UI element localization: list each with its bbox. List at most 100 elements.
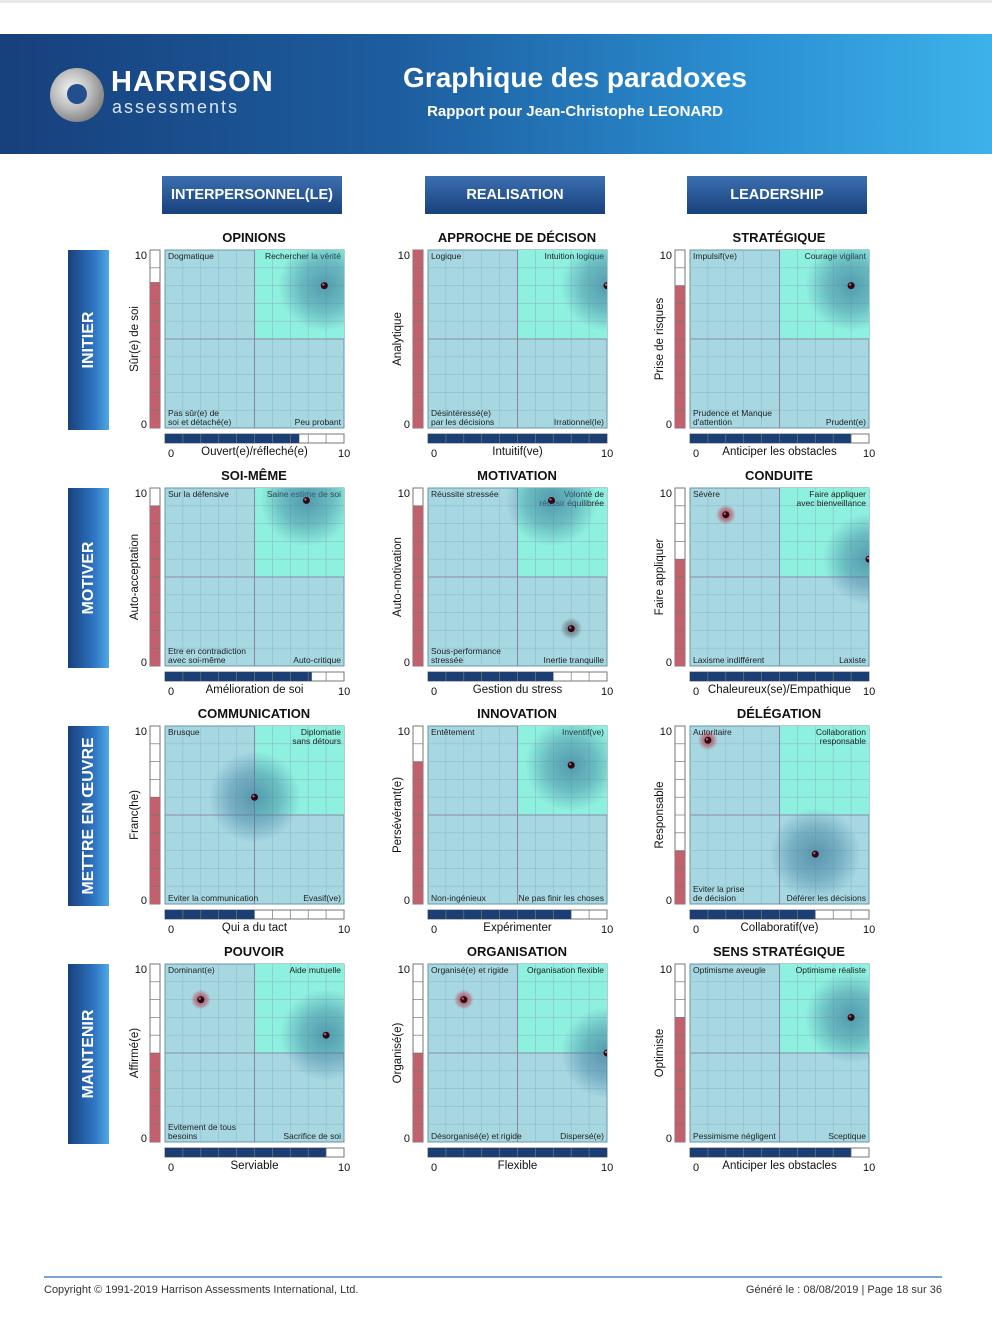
x-tick-label: 0 xyxy=(431,448,437,460)
x-tick-label: 0 xyxy=(693,448,699,460)
score-point xyxy=(460,996,468,1004)
points-layer xyxy=(208,751,301,844)
score-glow xyxy=(805,971,869,1064)
paradox-chart: APPROCHE DE DÉCISON 10 0 Analytique Logique I… xyxy=(392,230,613,460)
corner-label-bottom-left: Evitement de tous xyxy=(168,1122,236,1132)
x-axis-label: Expérimenter xyxy=(483,922,552,934)
x-tick-label: 10 xyxy=(338,1162,350,1174)
corner-label-bottom-right: Evasif(ve) xyxy=(303,893,341,903)
y-tick-label: 10 xyxy=(135,250,147,262)
chart-title: SOI-MÊME xyxy=(221,468,287,483)
x-tick-label: 10 xyxy=(338,686,350,698)
score-point xyxy=(811,850,819,858)
score-point xyxy=(603,282,607,290)
score-glow xyxy=(823,513,869,606)
x-tick-label: 10 xyxy=(601,924,613,936)
y-tick-label: 0 xyxy=(141,419,147,431)
y-axis-label: Optimiste xyxy=(654,1029,666,1078)
x-tick-label: 0 xyxy=(431,686,437,698)
x-score-fill xyxy=(690,1148,852,1157)
x-axis-label: Anticiper les obstacles xyxy=(722,1160,837,1172)
score-point-highlight xyxy=(198,997,201,1000)
points-layer xyxy=(278,250,344,332)
corner-label-bottom-left: Désorganisé(e) et rigide xyxy=(431,1131,522,1141)
corner-label-bottom-left: Pas sûr(e) de xyxy=(168,408,219,418)
x-score-fill xyxy=(690,910,816,919)
y-tick-label: 10 xyxy=(660,250,672,262)
row-header-initier: INITIER xyxy=(68,250,109,430)
score-point-highlight xyxy=(569,762,572,766)
score-point-highlight xyxy=(604,283,607,286)
paradox-chart: SENS STRATÉGIQUE 10 0 Optimiste Optimisme av… xyxy=(654,944,875,1174)
points-layer xyxy=(697,730,862,901)
points-layer xyxy=(260,488,344,547)
corner-label-bottom-left: soi et détaché(e) xyxy=(168,417,231,427)
chart-title: CONDUITE xyxy=(745,468,813,483)
corner-label-top-left: Entêtement xyxy=(431,727,475,737)
score-point-highlight xyxy=(848,1015,852,1018)
corner-label-bottom-left: Non-ingénieux xyxy=(431,893,487,903)
y-tick-label: 0 xyxy=(666,1133,672,1145)
corner-label-top-left: Impulsif(ve) xyxy=(693,251,737,261)
score-point-highlight xyxy=(866,557,869,560)
points-layer xyxy=(715,504,869,606)
score-glow xyxy=(561,250,607,332)
x-axis-label: Flexible xyxy=(498,1160,538,1172)
report-subtitle: Rapport pour Jean-Christophe LEONARD xyxy=(427,103,723,120)
y-tick-label: 10 xyxy=(135,726,147,738)
x-axis-label: Collaboratif(ve) xyxy=(741,922,819,934)
x-tick-label: 10 xyxy=(338,924,350,936)
y-tick-label: 10 xyxy=(660,488,672,500)
x-score-fill xyxy=(428,672,554,681)
corner-label-bottom-right: Ne pas finir les choses xyxy=(518,893,604,903)
paradox-chart: DÉLÉGATION100ResponsableAutoritaireColla… xyxy=(654,706,875,936)
corner-label-bottom-right: Prudent(e) xyxy=(826,417,866,427)
y-tick-label: 10 xyxy=(660,726,672,738)
x-axis-label: Serviable xyxy=(231,1160,279,1172)
score-point xyxy=(197,996,205,1004)
score-point xyxy=(567,761,575,769)
x-score-fill xyxy=(690,434,852,443)
x-score-fill xyxy=(165,434,300,443)
y-axis-label: Auto-acceptation xyxy=(129,534,141,620)
chart-title: OPINIONS xyxy=(222,230,286,245)
corner-label-top-right: Faire appliquer xyxy=(809,489,866,499)
corner-label-top-left: Organisé(e) et rigide xyxy=(431,965,509,975)
y-axis-label: Responsable xyxy=(654,781,666,848)
paradox-chart: ORGANISATION 10 0 Organisé(e) Organisé(e) et… xyxy=(392,944,613,1174)
y-axis-label: Sûr(e) de soi xyxy=(129,306,141,372)
score-point xyxy=(847,282,855,290)
score-point xyxy=(322,1031,330,1039)
score-point xyxy=(548,496,556,504)
corner-label-bottom-left: Eviter la communication xyxy=(168,893,259,903)
paradox-chart: STRATÉGIQUE 10 0 Prise de risques Impulsif(v… xyxy=(654,230,875,460)
x-tick-label: 10 xyxy=(863,686,875,698)
score-point-highlight xyxy=(723,512,726,515)
corner-label-bottom-left: Sous-performance xyxy=(431,646,501,656)
row-header-motiver: MOTIVER xyxy=(68,488,109,668)
corner-label-top-right: Diplomatie xyxy=(301,727,341,737)
score-point xyxy=(251,793,258,801)
corner-label-top-left: Brusque xyxy=(168,727,200,737)
score-point-highlight xyxy=(322,283,325,286)
copyright-text: Copyright © 1991-2019 Harrison Assessmen… xyxy=(44,1284,359,1296)
column-header-realisation: REALISATION xyxy=(425,176,605,214)
x-tick-label: 0 xyxy=(431,1162,437,1174)
corner-label-top-left: Optimisme aveugle xyxy=(693,965,766,975)
y-tick-label: 10 xyxy=(398,488,410,500)
column-header-interpersonnel: INTERPERSONNEL(LE) xyxy=(162,176,342,214)
row-header-maintenir: MAINTENIR xyxy=(68,964,109,1144)
x-tick-label: 10 xyxy=(863,448,875,460)
score-point-highlight xyxy=(705,738,709,741)
y-tick-label: 0 xyxy=(666,657,672,669)
x-axis-label: Anticiper les obstacles xyxy=(722,446,837,458)
y-tick-label: 0 xyxy=(666,895,672,907)
score-point-highlight xyxy=(604,1050,607,1054)
corner-label-bottom-left: d'attention xyxy=(693,417,732,427)
corner-label-bottom-left: Etre en contradiction xyxy=(168,646,246,656)
score-point-highlight xyxy=(569,626,572,629)
corner-label-bottom-left: par les décisions xyxy=(431,417,494,427)
page-title: Graphique des paradoxes xyxy=(403,62,747,93)
